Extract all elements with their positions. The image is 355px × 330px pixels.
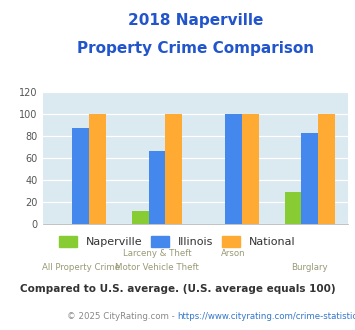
Bar [318, 115, 335, 224]
Text: https://www.cityrating.com/crime-statistics/: https://www.cityrating.com/crime-statist… [178, 312, 355, 321]
Bar [285, 192, 301, 224]
Bar [301, 133, 318, 224]
Text: © 2025 CityRating.com -: © 2025 CityRating.com - [67, 312, 178, 321]
Bar [89, 115, 106, 224]
Text: Property Crime Comparison: Property Crime Comparison [77, 41, 314, 56]
Bar [72, 128, 89, 224]
Bar [132, 211, 149, 224]
Text: 2018 Naperville: 2018 Naperville [127, 13, 263, 28]
Legend: Naperville, Illinois, National: Naperville, Illinois, National [55, 232, 300, 252]
Text: Compared to U.S. average. (U.S. average equals 100): Compared to U.S. average. (U.S. average … [20, 284, 335, 294]
Text: Larceny & Theft: Larceny & Theft [123, 249, 191, 258]
Bar [165, 115, 182, 224]
Text: Motor Vehicle Theft: Motor Vehicle Theft [115, 263, 199, 272]
Text: All Property Crime: All Property Crime [42, 263, 120, 272]
Bar [225, 115, 242, 224]
Text: Burglary: Burglary [291, 263, 328, 272]
Bar [149, 151, 165, 224]
Bar [242, 115, 258, 224]
Text: Arson: Arson [221, 249, 246, 258]
